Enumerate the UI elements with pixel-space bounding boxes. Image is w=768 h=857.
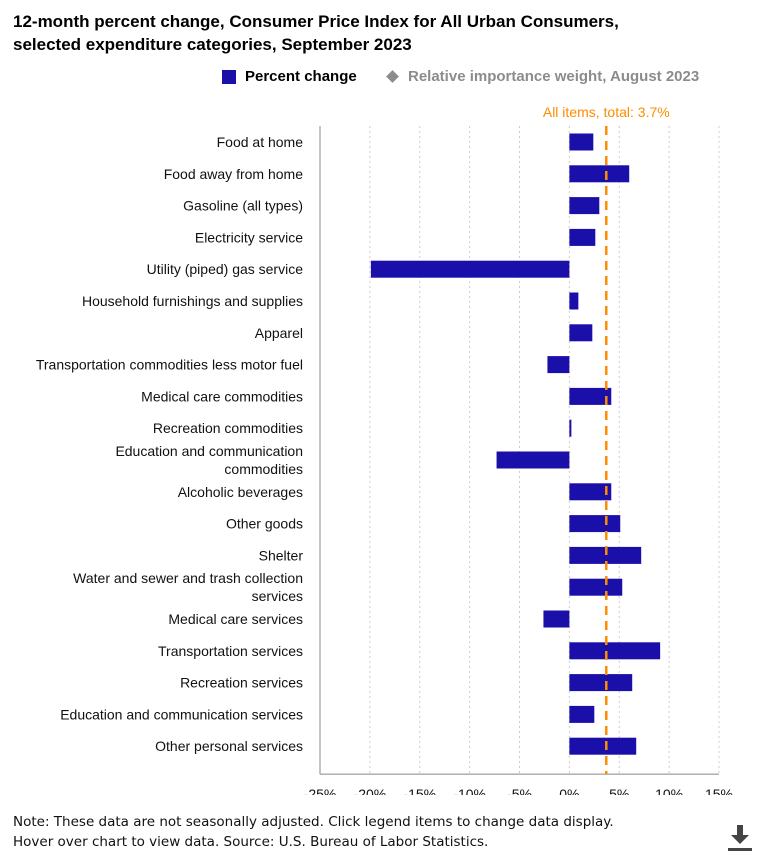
bar[interactable] <box>569 419 572 437</box>
chart-note: Note: These data are not seasonally adju… <box>13 812 614 852</box>
legend-diamond-icon <box>386 70 399 83</box>
category-label: Recreation services <box>180 675 303 691</box>
category-label: Other goods <box>226 516 303 532</box>
category-label: Gasoline (all types) <box>183 198 303 214</box>
category-label: Electricity service <box>195 229 303 245</box>
category-label: Food away from home <box>164 166 303 182</box>
category-label: Utility (piped) gas service <box>147 261 304 277</box>
category-label: Education and communication services <box>60 706 303 722</box>
chart-title-line-1: 12-month percent change, Consumer Price … <box>13 12 619 31</box>
x-tick-label: -20% <box>354 786 387 795</box>
category-label: Food at home <box>217 134 304 150</box>
legend-label-relative-weight: Relative importance weight, August 2023 <box>408 68 700 85</box>
bar[interactable] <box>496 451 570 469</box>
legend-item-percent-change[interactable]: Percent change <box>222 68 357 85</box>
x-tick-label: -15% <box>403 786 436 795</box>
bar[interactable] <box>569 387 612 405</box>
legend-item-relative-weight[interactable]: Relative importance weight, August 2023 <box>386 68 699 85</box>
bar[interactable] <box>569 324 593 342</box>
bar[interactable] <box>547 356 570 374</box>
note-line-2: Hover over chart to view data. Source: U… <box>13 834 489 850</box>
bar[interactable] <box>569 133 594 151</box>
bar[interactable] <box>543 610 570 628</box>
category-label: Apparel <box>255 325 303 341</box>
bar[interactable] <box>569 546 642 564</box>
chart-title-line-2: selected expenditure categories, Septemb… <box>13 35 412 54</box>
category-label: Education and communication <box>115 443 303 459</box>
category-label: Medical care services <box>168 611 303 627</box>
category-label: Water and sewer and trash collection <box>73 570 303 586</box>
category-label: Household furnishings and supplies <box>82 293 303 309</box>
legend-swatch-square-icon <box>222 69 236 84</box>
bar[interactable] <box>569 737 637 755</box>
x-tick-label: 10% <box>655 786 683 795</box>
x-tick-label: -25% <box>304 786 337 795</box>
category-label: Medical care commodities <box>141 388 303 404</box>
bar[interactable] <box>569 705 595 723</box>
bar[interactable] <box>569 483 612 501</box>
category-label: Transportation services <box>158 643 303 659</box>
x-tick-label: -5% <box>507 786 532 795</box>
legend-label-percent-change: Percent change <box>245 68 357 85</box>
bar[interactable] <box>370 260 570 278</box>
chart-title: 12-month percent change, Consumer Price … <box>13 10 753 56</box>
x-tick-label: 15% <box>705 786 733 795</box>
category-label: Other personal services <box>155 738 303 754</box>
category-label: Transportation commodities less motor fu… <box>36 357 303 373</box>
bar[interactable] <box>569 674 633 692</box>
category-label: commodities <box>224 461 303 477</box>
download-button[interactable] <box>727 824 753 852</box>
bar[interactable] <box>569 642 661 660</box>
bar[interactable] <box>569 228 596 246</box>
note-line-1: Note: These data are not seasonally adju… <box>13 814 614 830</box>
x-tick-label: 0% <box>559 786 579 795</box>
bar[interactable] <box>569 165 630 183</box>
x-tick-label: 5% <box>609 786 629 795</box>
category-label: services <box>252 588 303 604</box>
category-label: Alcoholic beverages <box>178 484 303 500</box>
bar[interactable] <box>569 515 621 533</box>
chart-plot[interactable]: -25% -20% -15% -10% -5% 0% 5% 10% 15% Food at hom… <box>0 95 768 795</box>
bar[interactable] <box>569 578 623 596</box>
category-label: Recreation commodities <box>153 420 303 436</box>
bar[interactable] <box>569 197 600 215</box>
category-label: Shelter <box>259 547 304 563</box>
chart-legend: Percent change Relative importance weigh… <box>0 68 768 90</box>
download-icon <box>728 825 752 851</box>
x-tick-label: -10% <box>453 786 486 795</box>
reference-line-label: All items, total: 3.7% <box>543 104 670 120</box>
bar[interactable] <box>569 292 579 310</box>
